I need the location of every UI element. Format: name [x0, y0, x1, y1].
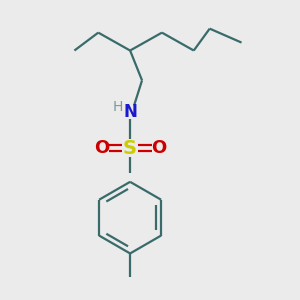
Text: N: N	[123, 103, 137, 121]
Text: H: H	[112, 100, 123, 114]
Text: O: O	[151, 139, 166, 157]
Text: O: O	[94, 139, 109, 157]
Text: S: S	[123, 139, 137, 158]
